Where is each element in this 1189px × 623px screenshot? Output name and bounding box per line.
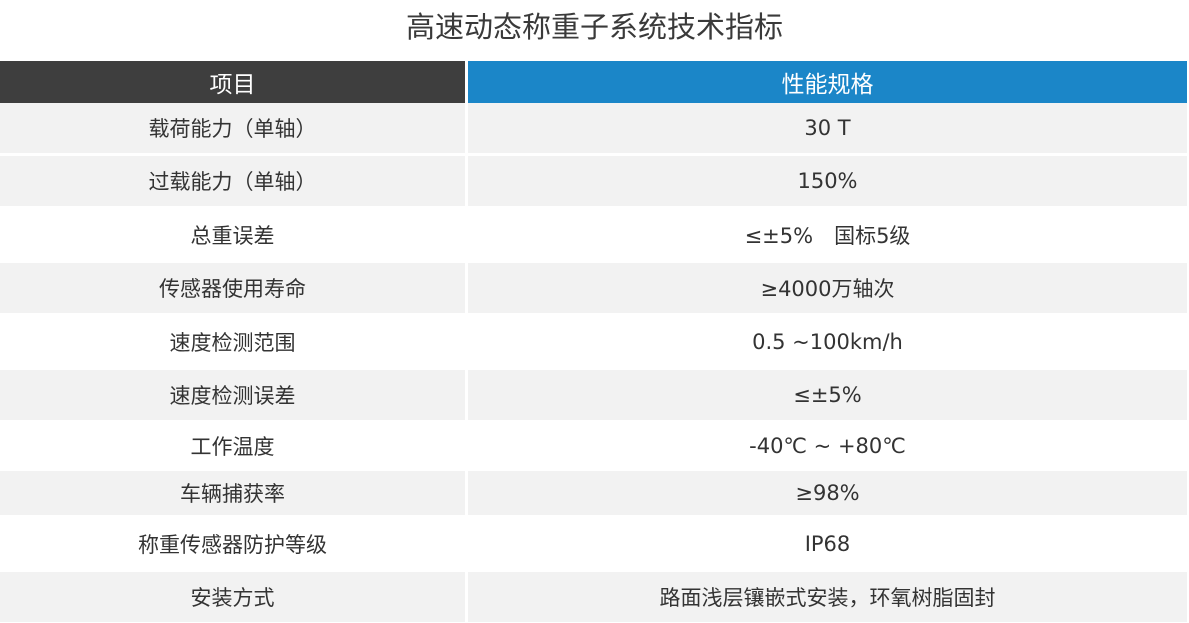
table-row: 速度检测范围 0.5 ~100km/h — [0, 313, 1187, 370]
table-row: 安装方式 路面浅层镶嵌式安装，环氧树脂固封 — [0, 572, 1187, 622]
spec-table: 项目 性能规格 载荷能力（单轴） 30 T 过载能力（单轴） 150% 总重误差… — [0, 61, 1187, 622]
row-spec: 30 T — [468, 103, 1187, 153]
row-spec: 路面浅层镶嵌式安装，环氧树脂固封 — [468, 572, 1187, 622]
row-item: 车辆捕获率 — [0, 471, 465, 515]
row-spec: ≤±5% 国标5级 — [468, 206, 1187, 263]
row-item: 过载能力（单轴） — [0, 156, 465, 206]
table-row: 总重误差 ≤±5% 国标5级 — [0, 206, 1187, 263]
table-row: 车辆捕获率 ≥98% — [0, 471, 1187, 515]
row-spec: 150% — [468, 156, 1187, 206]
header-item: 项目 — [0, 61, 465, 103]
row-spec: ≤±5% — [468, 370, 1187, 420]
table-row: 过载能力（单轴） 150% — [0, 156, 1187, 206]
table-row: 传感器使用寿命 ≥4000万轴次 — [0, 263, 1187, 313]
row-spec: IP68 — [468, 515, 1187, 572]
row-item: 总重误差 — [0, 206, 465, 263]
table-row: 速度检测误差 ≤±5% — [0, 370, 1187, 420]
page-title: 高速动态称重子系统技术指标 — [405, 10, 783, 44]
table-row: 工作温度 -40℃ ~ +80℃ — [0, 420, 1187, 471]
row-item: 安装方式 — [0, 572, 465, 622]
table-row: 称重传感器防护等级 IP68 — [0, 515, 1187, 572]
header-spec: 性能规格 — [468, 61, 1187, 103]
row-item: 速度检测误差 — [0, 370, 465, 420]
row-spec: ≥98% — [468, 471, 1187, 515]
table-row: 载荷能力（单轴） 30 T — [0, 103, 1187, 153]
row-spec: 0.5 ~100km/h — [468, 313, 1187, 370]
row-item: 速度检测范围 — [0, 313, 465, 370]
table-header-row: 项目 性能规格 — [0, 61, 1187, 103]
row-item: 传感器使用寿命 — [0, 263, 465, 313]
row-spec: -40℃ ~ +80℃ — [468, 420, 1187, 471]
row-spec: ≥4000万轴次 — [468, 263, 1187, 313]
row-item: 工作温度 — [0, 420, 465, 471]
row-item: 称重传感器防护等级 — [0, 515, 465, 572]
row-item: 载荷能力（单轴） — [0, 103, 465, 153]
